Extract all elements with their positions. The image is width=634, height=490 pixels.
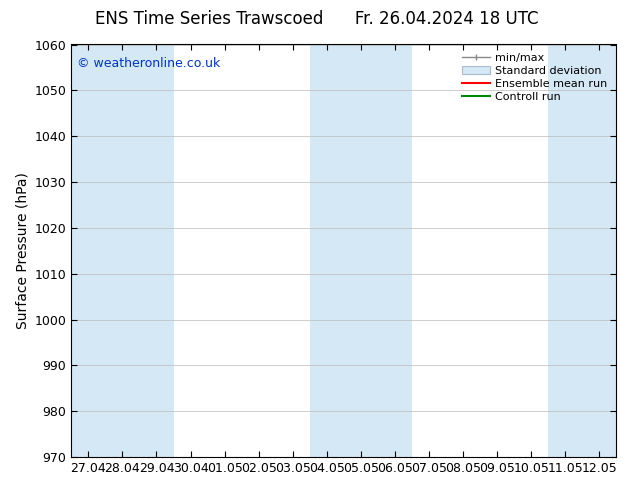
- Bar: [71, 45, 105, 457]
- Legend: min/max, Standard deviation, Ensemble mean run, Controll run: min/max, Standard deviation, Ensemble me…: [458, 50, 611, 105]
- Text: ENS Time Series Trawscoed      Fr. 26.04.2024 18 UTC: ENS Time Series Trawscoed Fr. 26.04.2024…: [95, 10, 539, 28]
- Bar: [310, 45, 344, 457]
- Bar: [548, 45, 583, 457]
- Bar: [105, 45, 139, 457]
- Bar: [378, 45, 412, 457]
- Bar: [139, 45, 174, 457]
- Bar: [583, 45, 616, 457]
- Text: © weatheronline.co.uk: © weatheronline.co.uk: [77, 57, 220, 70]
- Y-axis label: Surface Pressure (hPa): Surface Pressure (hPa): [15, 172, 29, 329]
- Bar: [344, 45, 378, 457]
